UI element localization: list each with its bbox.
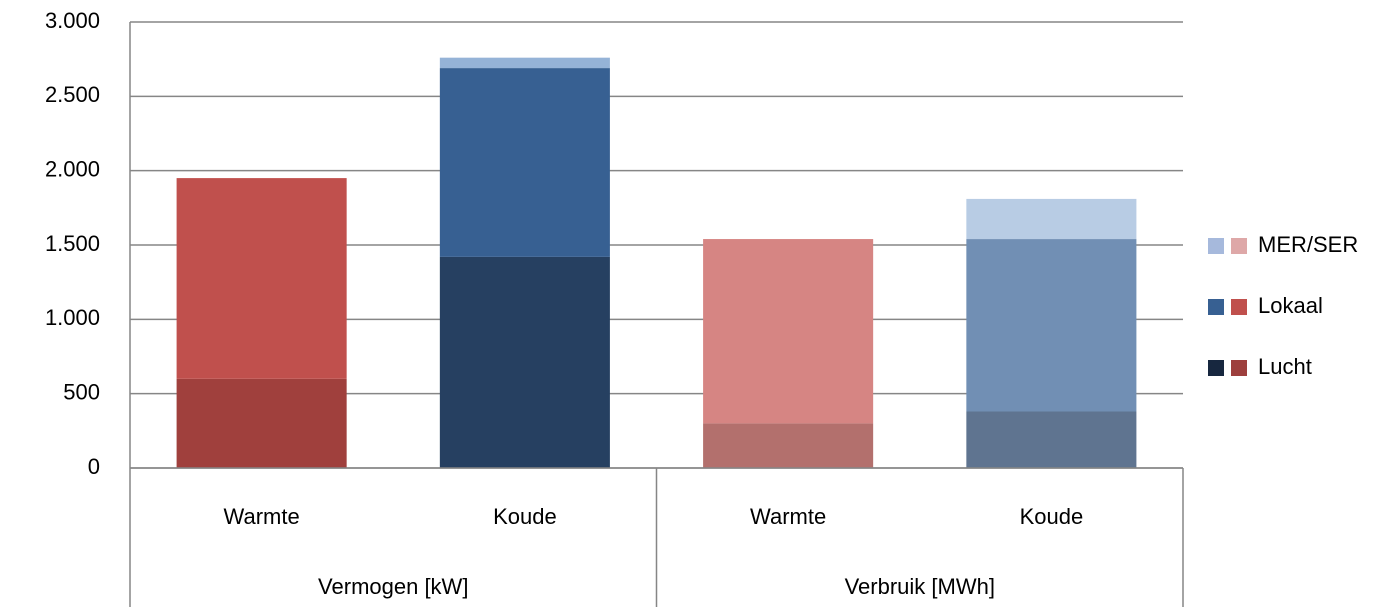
y-tick-label: 3.000 [45,8,100,33]
bar-segment [703,239,874,424]
legend-label: Lucht [1258,354,1312,379]
x-tick-label: Warmte [224,504,300,529]
legend-swatch [1231,238,1247,254]
legend-swatch [1208,299,1224,315]
group-label: Verbruik [MWh] [845,574,995,599]
bar-segment [439,57,610,69]
y-tick-label: 1.000 [45,305,100,330]
y-tick-label: 1.500 [45,231,100,256]
bar-segment [439,68,610,257]
x-tick-label: Koude [1020,504,1084,529]
bar-segment [439,256,610,468]
bar-segment [966,239,1137,412]
bar-segment [966,198,1137,240]
y-tick-label: 0 [88,454,100,479]
bar-segment [966,411,1137,468]
legend-swatch [1208,360,1224,376]
y-tick-label: 2.000 [45,156,100,181]
legend-swatch [1231,299,1247,315]
legend-swatch [1231,360,1247,376]
bar-segment [176,178,347,379]
bar-segment [703,423,874,468]
y-tick-label: 2.500 [45,82,100,107]
legend-swatch [1208,238,1224,254]
legend-label: Lokaal [1258,293,1323,318]
group-label: Vermogen [kW] [318,574,468,599]
y-tick-label: 500 [63,379,100,404]
x-tick-label: Warmte [750,504,826,529]
bar-segment [176,378,347,468]
x-tick-label: Koude [493,504,557,529]
legend-label: MER/SER [1258,232,1358,257]
